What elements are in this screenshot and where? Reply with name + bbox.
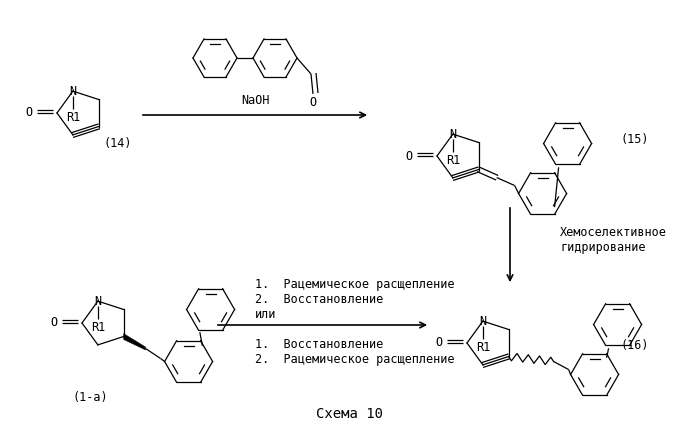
Text: R1: R1 <box>446 154 460 167</box>
Text: R1: R1 <box>476 341 490 354</box>
Text: Схема 10: Схема 10 <box>315 407 382 421</box>
Text: 1.  Восстановление
2.  Рацемическое расщепление: 1. Восстановление 2. Рацемическое расщеп… <box>255 338 454 366</box>
Text: N: N <box>480 315 487 328</box>
Text: (1-a): (1-a) <box>72 391 108 404</box>
Text: O: O <box>405 149 412 162</box>
Text: R1: R1 <box>91 321 105 334</box>
Text: O: O <box>25 106 33 119</box>
Text: N: N <box>449 128 456 141</box>
Polygon shape <box>124 333 145 350</box>
Text: (16): (16) <box>621 339 649 352</box>
Text: O: O <box>310 95 317 108</box>
Text: (14): (14) <box>103 137 132 149</box>
Text: O: O <box>435 336 442 349</box>
Text: (15): (15) <box>621 134 649 147</box>
Text: NaOH: NaOH <box>240 93 269 106</box>
Text: O: O <box>50 316 57 329</box>
Text: 1.  Рацемическое расщепление
2.  Восстановление
или: 1. Рацемическое расщепление 2. Восстанов… <box>255 278 454 321</box>
Text: R1: R1 <box>66 111 80 124</box>
Text: Хемоселективное
гидрирование: Хемоселективное гидрирование <box>560 226 667 254</box>
Text: N: N <box>69 85 76 98</box>
Text: N: N <box>94 295 101 308</box>
